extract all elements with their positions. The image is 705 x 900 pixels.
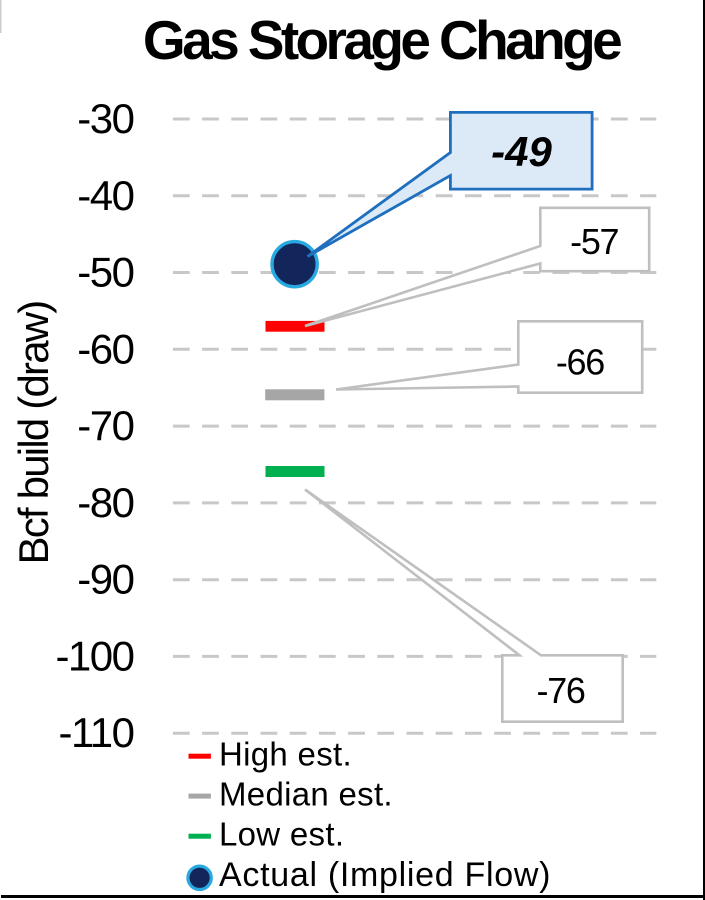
svg-text:-66: -66 [556, 342, 604, 383]
svg-text:-49: -49 [491, 128, 552, 175]
svg-text:-50: -50 [77, 249, 133, 296]
svg-text:Gas Storage Change: Gas Storage Change [143, 9, 621, 71]
svg-text:-110: -110 [59, 709, 134, 756]
svg-text:High est.: High est. [219, 736, 352, 773]
svg-text:Low est.: Low est. [219, 816, 344, 853]
svg-text:-57: -57 [570, 221, 618, 262]
svg-text:-60: -60 [77, 325, 133, 372]
svg-text:-30: -30 [77, 95, 133, 142]
svg-text:Actual (Implied Flow): Actual (Implied Flow) [219, 856, 551, 894]
svg-text:-40: -40 [77, 172, 133, 219]
svg-text:-90: -90 [77, 556, 133, 603]
svg-text:-76: -76 [537, 670, 585, 711]
svg-text:Median est.: Median est. [219, 776, 393, 813]
svg-text:-80: -80 [77, 479, 133, 526]
svg-text:-70: -70 [77, 402, 133, 449]
svg-text:Bcf build (draw): Bcf build (draw) [10, 302, 57, 565]
svg-text:-100: -100 [55, 632, 133, 679]
